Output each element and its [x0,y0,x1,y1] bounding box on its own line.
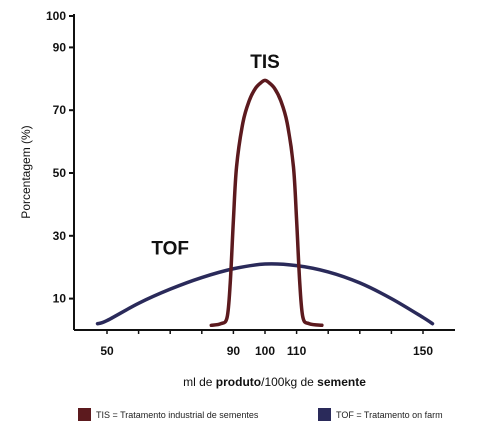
y-tick-label: 10 [53,292,67,306]
legend-label-tis: TIS = Tratamento industrial de sementes [96,409,259,420]
y-tick-label: 50 [53,166,67,180]
y-tick-label: 30 [53,229,67,243]
x-axis-title-part: ml de [183,375,216,389]
x-tick-label: 90 [227,344,241,358]
x-tick-label: 110 [287,344,307,358]
legend-label-tof: TOF = Tratamento on farm [336,409,443,420]
y-tick-label: 70 [53,103,67,117]
x-tick-label: 100 [255,344,275,358]
x-axis-title-part-bold: produto [216,375,261,389]
y-tick-label: 90 [53,40,67,54]
y-tick-label: 100 [46,9,66,23]
series-label-tof: TOF [151,239,189,260]
x-axis-title-part: /100kg de [261,375,317,389]
series-label-tis: TIS [250,52,280,73]
legend-item-tis: TIS = Tratamento industrial de sementes [78,408,258,421]
series-line-tis [209,78,324,328]
x-axis-title-part-bold: semente [317,375,366,389]
x-axis-title: ml de produto/100kg de semente [183,375,366,389]
legend: TIS = Tratamento industrial de sementes … [0,404,489,426]
x-tick-label: 50 [100,344,114,358]
legend-item-tof: TOF = Tratamento on farm [318,408,443,421]
x-tick-label: 150 [413,344,433,358]
series-line-tof [95,262,435,326]
legend-swatch-tis [78,408,91,421]
y-axis-title: Porcentagem (%) [19,125,33,218]
legend-swatch-tof [318,408,331,421]
